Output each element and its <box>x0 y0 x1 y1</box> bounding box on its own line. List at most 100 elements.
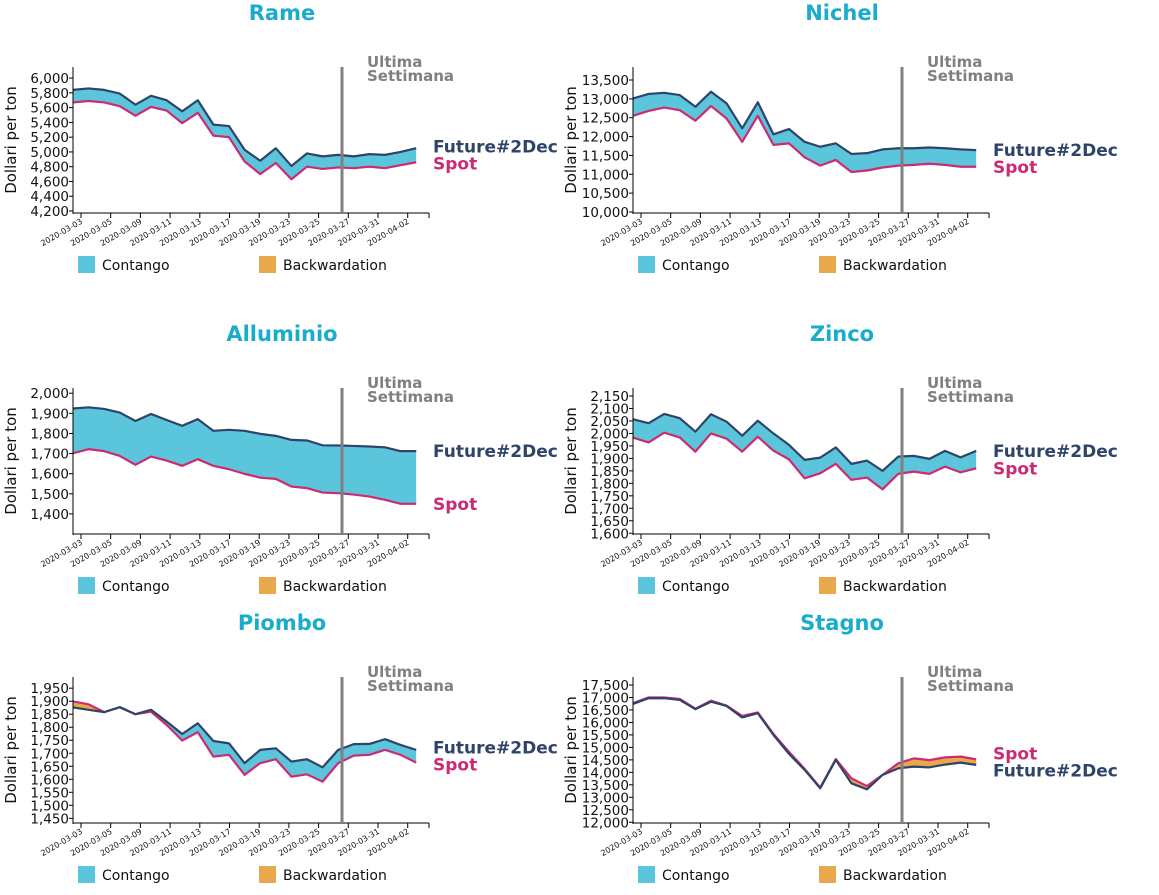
contango-area <box>73 88 417 180</box>
annotation-line1: Ultima <box>927 663 982 681</box>
legend-contango-label: Contango <box>662 868 730 884</box>
chart-panel-alluminio: Alluminio 1,400 1,500 1,600 1,700 1,800 1,900 2… <box>2 322 558 595</box>
y-tick-label: 1,850 <box>30 707 69 723</box>
contango-area <box>633 91 977 173</box>
y-tick-label: 1,950 <box>590 439 629 455</box>
y-tick-label: 1,850 <box>590 464 629 480</box>
y-tick-label: 15,500 <box>582 728 629 744</box>
y-tick-label: 1,800 <box>30 720 69 736</box>
chart-title: Alluminio <box>226 322 337 346</box>
y-tick-label: 1,700 <box>30 447 69 463</box>
y-tick-label: 13,000 <box>582 92 629 108</box>
spot-line <box>632 431 977 491</box>
chart-title: Rame <box>249 1 315 25</box>
y-tick-label: 11,500 <box>582 148 629 164</box>
y-tick-label: 2,050 <box>590 414 629 430</box>
legend-backwardation-label: Backwardation <box>843 579 947 595</box>
y-tick-label: 4,400 <box>30 189 69 205</box>
y-tick-label: 15,000 <box>582 740 629 756</box>
future-series-label: Future#2Dec <box>433 442 558 462</box>
y-tick-label: 4,600 <box>30 174 69 190</box>
chart-panel-piombo: Piombo 1,4501,5001,5501,6001,6501,7001,75… <box>2 611 558 884</box>
y-tick-label: 1,700 <box>590 501 629 517</box>
annotation-line2: Settimana <box>927 677 1014 695</box>
legend-backwardation-swatch <box>819 256 836 273</box>
annotation-line1: Ultima <box>927 374 982 392</box>
annotation-line2: Settimana <box>367 388 454 406</box>
y-axis-label: Dollari per ton <box>2 696 20 804</box>
y-tick-label: 2,000 <box>590 426 629 442</box>
legend-contango-label: Contango <box>102 579 170 595</box>
legend-backwardation-label: Backwardation <box>843 258 947 274</box>
annotation-line1: Ultima <box>367 663 422 681</box>
spot-series-label: Spot <box>433 756 477 776</box>
y-tick-label: 10,000 <box>582 205 629 221</box>
annotation-line2: Settimana <box>927 388 1014 406</box>
spot-line <box>632 104 977 174</box>
y-axis-label: Dollari per ton <box>2 86 20 194</box>
y-axis-label: Dollari per ton <box>2 407 20 515</box>
legend-contango-swatch <box>638 577 655 594</box>
legend-contango-label: Contango <box>662 579 730 595</box>
annotation-line2: Settimana <box>367 67 454 85</box>
y-tick-label: 1,950 <box>30 681 69 697</box>
spot-series-label: Spot <box>993 459 1037 479</box>
y-tick-label: 1,600 <box>30 467 69 483</box>
y-tick-label: 13,500 <box>582 778 629 794</box>
spot-line <box>72 99 417 181</box>
y-axis-label: Dollari per ton <box>562 407 580 515</box>
y-tick-label: 1,750 <box>590 489 629 505</box>
y-tick-label: 5,600 <box>30 101 69 117</box>
y-tick-label: 12,500 <box>582 111 629 127</box>
legend-contango-swatch <box>78 577 95 594</box>
legend-backwardation-swatch <box>819 866 836 883</box>
legend-backwardation-label: Backwardation <box>843 868 947 884</box>
chart-title: Stagno <box>800 611 884 635</box>
future-line <box>72 87 417 168</box>
spot-series-label: Spot <box>993 745 1037 765</box>
future-line <box>72 406 417 453</box>
y-tick-label: 10,500 <box>582 186 629 202</box>
chart-title: Piombo <box>238 611 326 635</box>
legend-contango-swatch <box>78 256 95 273</box>
legend-backwardation-label: Backwardation <box>283 868 387 884</box>
legend-backwardation-swatch <box>819 577 836 594</box>
annotation-line2: Settimana <box>367 677 454 695</box>
future-line <box>632 697 977 791</box>
legend-backwardation-swatch <box>259 866 276 883</box>
y-tick-label: 1,650 <box>30 759 69 775</box>
y-tick-label: 12,000 <box>582 130 629 146</box>
y-tick-label: 17,500 <box>582 678 629 694</box>
backwardation-area <box>73 701 417 768</box>
annotation-line1: Ultima <box>367 53 422 71</box>
y-tick-label: 2,000 <box>30 386 69 402</box>
y-axis-label: Dollari per ton <box>562 86 580 194</box>
y-tick-label: 1,800 <box>30 426 69 442</box>
chart-panel-nichel: Nichel 10,000 10,500 11,000 11,500 12,000 12,5… <box>562 1 1118 274</box>
y-tick-label: 5,800 <box>30 86 69 102</box>
future-line <box>72 706 417 769</box>
future-line <box>632 412 977 472</box>
y-tick-label: 13,000 <box>582 790 629 806</box>
y-tick-label: 14,500 <box>582 753 629 769</box>
backwardation-area <box>633 697 977 790</box>
y-tick-label: 1,450 <box>30 811 69 827</box>
y-tick-label: 1,900 <box>590 451 629 467</box>
y-tick-label: 5,200 <box>30 130 69 146</box>
legend-backwardation-swatch <box>259 256 276 273</box>
annotation-line2: Settimana <box>927 67 1014 85</box>
spot-line <box>632 696 977 789</box>
legend-contango-label: Contango <box>102 258 170 274</box>
y-tick-label: 1,600 <box>30 772 69 788</box>
y-tick-label: 1,600 <box>590 526 629 542</box>
y-tick-label: 1,900 <box>30 406 69 422</box>
y-tick-label: 1,550 <box>30 785 69 801</box>
legend-contango-swatch <box>638 866 655 883</box>
y-tick-label: 1,500 <box>30 798 69 814</box>
future-series-label: Future#2Dec <box>993 141 1118 161</box>
legend-contango-label: Contango <box>662 258 730 274</box>
y-tick-label: 1,650 <box>590 514 629 530</box>
legend-backwardation-label: Backwardation <box>283 579 387 595</box>
chart-title: Zinco <box>810 322 874 346</box>
